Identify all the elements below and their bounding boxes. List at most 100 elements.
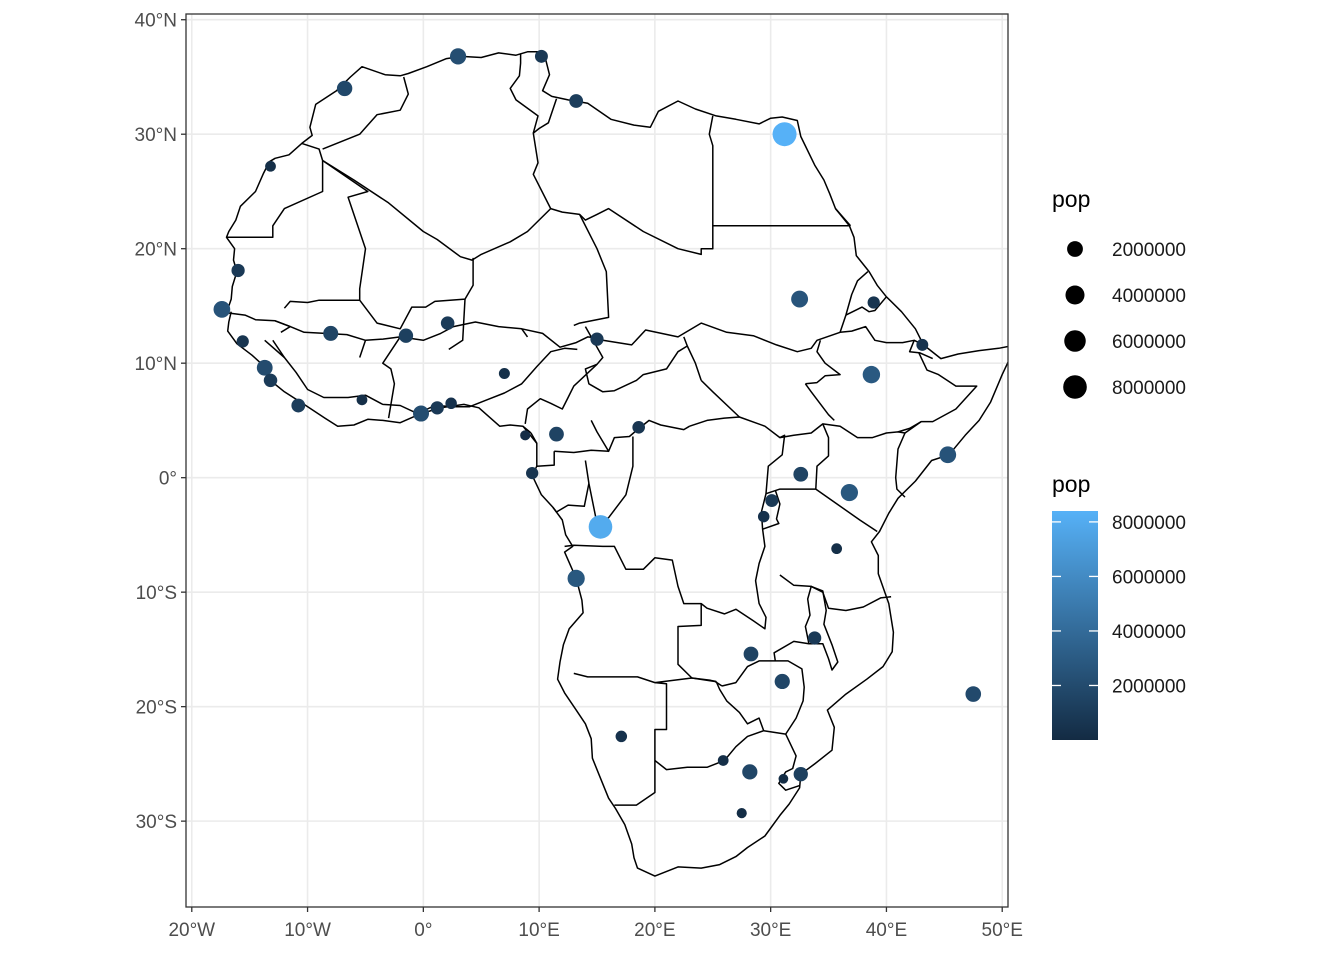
border-line xyxy=(590,419,690,453)
y-tick-label: 20°S xyxy=(136,698,177,719)
city-point xyxy=(520,430,531,441)
city-point xyxy=(498,367,510,380)
y-axis: 40°N 30°N 20°N 10°N 0° 10°S 20°S 30°S xyxy=(135,11,186,833)
city-point xyxy=(588,515,613,539)
color-legend-title: pop xyxy=(1052,471,1090,497)
graticule-grid xyxy=(186,14,1008,907)
city-point xyxy=(791,290,809,308)
border-line xyxy=(779,574,892,612)
border-line xyxy=(839,271,869,333)
border-line xyxy=(322,76,410,150)
city-point xyxy=(778,773,789,784)
city-point xyxy=(534,49,548,63)
city-point xyxy=(831,543,843,555)
city-point xyxy=(213,301,231,318)
city-point xyxy=(840,483,859,502)
border-line xyxy=(897,420,922,433)
border-line xyxy=(804,383,835,421)
border-line xyxy=(524,363,598,425)
border-line xyxy=(226,312,924,353)
x-tick-label: 30°E xyxy=(750,920,791,941)
city-point xyxy=(939,446,957,464)
border-line xyxy=(834,208,852,227)
size-legend-label: 4000000 xyxy=(1112,286,1186,307)
border-line xyxy=(322,159,369,301)
border-line xyxy=(654,677,717,684)
border-line xyxy=(686,345,702,381)
city-point xyxy=(717,755,729,766)
city-point xyxy=(413,405,430,422)
border-line xyxy=(815,423,830,490)
size-legend-keys: 2000000 4000000 6000000 8000000 xyxy=(1063,240,1186,399)
color-legend-ticks: 2000000 4000000 6000000 8000000 xyxy=(1052,513,1186,697)
border-line xyxy=(225,51,1008,877)
city-point xyxy=(323,325,339,341)
city-point xyxy=(774,673,790,690)
city-points xyxy=(213,48,982,819)
border-line xyxy=(274,320,291,328)
border-line xyxy=(762,490,781,530)
city-point xyxy=(256,359,273,376)
city-point xyxy=(632,420,645,434)
x-axis: 20°W 10°W 0° 10°E 20°E 30°E 40°E 50°E xyxy=(168,907,1023,941)
border-line xyxy=(805,340,841,385)
city-point xyxy=(772,122,797,147)
city-point xyxy=(742,764,758,780)
city-point xyxy=(265,160,276,172)
city-point xyxy=(449,48,467,65)
color-legend-label: 2000000 xyxy=(1112,676,1186,697)
y-tick-label: 10°S xyxy=(136,583,177,604)
color-bar xyxy=(1052,511,1098,740)
border-line xyxy=(521,328,529,338)
x-tick-label: 50°E xyxy=(982,920,1023,941)
border-line xyxy=(264,339,285,359)
size-legend-key xyxy=(1067,241,1083,257)
color-legend: pop 2000000 4000000 6000000 8000000 xyxy=(1052,471,1186,740)
city-point xyxy=(862,365,881,384)
size-legend-label: 2000000 xyxy=(1112,240,1186,261)
color-legend-label: 8000000 xyxy=(1112,513,1186,534)
city-point xyxy=(263,373,278,388)
city-point xyxy=(526,466,539,480)
city-point xyxy=(916,338,929,351)
city-point xyxy=(569,94,584,108)
city-point xyxy=(231,263,245,278)
panel-border xyxy=(185,13,1009,908)
color-legend-label: 4000000 xyxy=(1112,622,1186,643)
y-tick-label: 30°S xyxy=(136,812,177,833)
city-point xyxy=(590,332,604,346)
size-legend-key xyxy=(1065,285,1085,305)
border-line xyxy=(584,436,634,525)
city-point xyxy=(743,646,759,662)
size-legend: pop 2000000 4000000 6000000 8000000 xyxy=(1052,186,1186,399)
border-line xyxy=(654,681,765,771)
size-legend-key xyxy=(1064,330,1086,352)
border-line xyxy=(552,483,590,513)
border-line xyxy=(708,115,714,226)
city-point xyxy=(793,466,809,482)
city-point xyxy=(356,394,368,406)
x-tick-label: 10°E xyxy=(518,920,559,941)
city-point xyxy=(736,808,747,819)
city-point xyxy=(430,401,444,415)
city-point xyxy=(236,335,249,348)
size-legend-title: pop xyxy=(1052,186,1090,212)
y-tick-label: 30°N xyxy=(135,125,177,146)
city-point xyxy=(757,510,770,523)
border-line xyxy=(904,352,978,434)
city-point xyxy=(615,730,628,743)
city-point xyxy=(867,296,880,309)
border-line xyxy=(509,54,539,134)
border-line xyxy=(573,214,610,327)
city-point xyxy=(808,631,822,645)
city-point xyxy=(965,686,982,702)
city-point xyxy=(440,316,455,330)
border-line xyxy=(448,299,466,351)
border-line xyxy=(536,451,555,467)
size-legend-label: 8000000 xyxy=(1112,378,1186,399)
x-tick-label: 0° xyxy=(414,920,432,941)
border-line xyxy=(554,449,609,454)
x-tick-label: 20°W xyxy=(168,920,215,941)
border-line xyxy=(280,325,291,333)
